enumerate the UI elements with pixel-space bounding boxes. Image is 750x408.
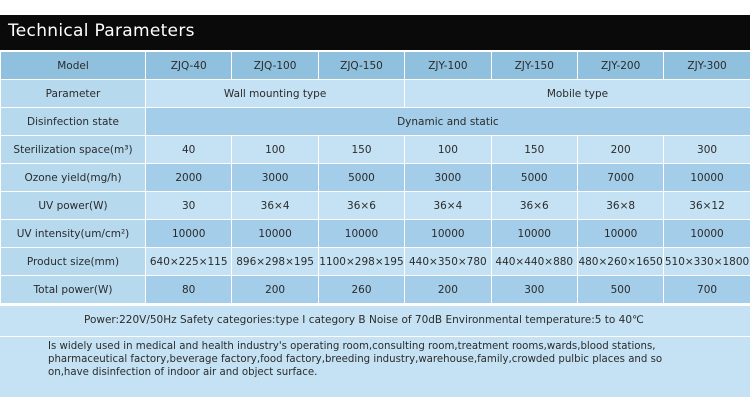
row-cell: 100	[231, 135, 319, 164]
usage-description: Is widely used in medical and health ind…	[0, 336, 750, 397]
page-title: Technical Parameters	[8, 21, 195, 41]
row-label: Product size(mm)	[0, 247, 146, 276]
uv-intensity-row: UV intensity(um/cm²) 10000 10000 10000 1…	[0, 219, 750, 248]
row-cell: 10000	[231, 219, 319, 248]
row-label: Total power(W)	[0, 275, 146, 304]
disinfection-row: Disinfection state Dynamic and static	[0, 107, 750, 136]
row-cell: 100	[404, 135, 492, 164]
disinfection-value: Dynamic and static	[145, 107, 750, 136]
row-cell: 3000	[231, 163, 319, 192]
mobile-type: Mobile type	[404, 79, 750, 108]
usage-text: Is widely used in medical and health ind…	[48, 341, 663, 379]
model-row: Model ZJQ-40 ZJQ-100 ZJQ-150 ZJY-100 ZJY…	[0, 51, 750, 80]
sterilization-row: Sterilization space(m³) 40 100 150 100 1…	[0, 135, 750, 164]
model-cell: ZJQ-40	[144, 51, 233, 80]
uv-power-row: UV power(W) 30 36×4 36×6 36×4 36×6 36×8 …	[0, 191, 750, 220]
parameter-label: Parameter	[0, 79, 146, 108]
row-cell: 30	[144, 191, 233, 220]
row-cell: 36×4	[231, 191, 319, 220]
product-size-row: Product size(mm) 640×225×115 896×298×195…	[0, 247, 750, 276]
row-cell: 500	[576, 275, 665, 304]
row-cell: 300	[663, 135, 750, 164]
model-label: Model	[0, 51, 146, 80]
title-bar: Technical Parameters	[0, 15, 750, 50]
model-cell: ZJY-200	[576, 51, 665, 80]
row-cell: 10000	[144, 219, 233, 248]
model-cell: ZJY-100	[404, 51, 492, 80]
row-label: UV power(W)	[0, 191, 146, 220]
row-cell: 5000	[490, 163, 578, 192]
row-cell: 7000	[576, 163, 665, 192]
total-power-row: Total power(W) 80 200 260 200 300 500 70…	[0, 275, 750, 304]
row-cell: 260	[317, 275, 406, 304]
row-cell: 36×6	[317, 191, 406, 220]
row-cell: 150	[317, 135, 406, 164]
row-label: UV intensity(um/cm²)	[0, 219, 146, 248]
row-cell: 2000	[144, 163, 233, 192]
row-cell: 10000	[663, 219, 750, 248]
row-cell: 440×350×780	[404, 247, 492, 276]
row-cell: 36×8	[576, 191, 665, 220]
row-cell: 1100×298×195	[317, 247, 406, 276]
row-label: Sterilization space(m³)	[0, 135, 146, 164]
row-cell: 10000	[490, 219, 578, 248]
row-cell: 80	[144, 275, 233, 304]
row-cell: 640×225×115	[144, 247, 233, 276]
row-cell: 200	[231, 275, 319, 304]
row-cell: 10000	[317, 219, 406, 248]
wall-mounting-type: Wall mounting type	[144, 79, 406, 108]
model-cell: ZJY-300	[663, 51, 750, 80]
row-cell: 5000	[317, 163, 406, 192]
row-cell: 10000	[576, 219, 665, 248]
row-cell: 896×298×195	[231, 247, 319, 276]
model-cell: ZJY-150	[490, 51, 578, 80]
row-cell: 10000	[663, 163, 750, 192]
parameters-table: Model ZJQ-40 ZJQ-100 ZJQ-150 ZJY-100 ZJY…	[0, 51, 750, 304]
row-cell: 36×12	[663, 191, 750, 220]
row-cell: 700	[663, 275, 750, 304]
row-cell: 510×330×1800	[663, 247, 750, 276]
ozone-row: Ozone yield(mg/h) 2000 3000 5000 3000 50…	[0, 163, 750, 192]
row-cell: 40	[144, 135, 233, 164]
power-specs-row: Power:220V/50Hz Safety categories:type I…	[0, 305, 750, 336]
parameter-row: Parameter Wall mounting type Mobile type	[0, 79, 750, 108]
row-cell: 200	[576, 135, 665, 164]
row-cell: 300	[490, 275, 578, 304]
row-cell: 150	[490, 135, 578, 164]
row-cell: 200	[404, 275, 492, 304]
row-label: Ozone yield(mg/h)	[0, 163, 146, 192]
row-cell: 480×260×1650	[576, 247, 665, 276]
row-cell: 36×6	[490, 191, 578, 220]
row-cell: 440×440×880	[490, 247, 578, 276]
power-specs-text: Power:220V/50Hz Safety categories:type I…	[84, 314, 644, 326]
model-cell: ZJQ-150	[317, 51, 406, 80]
row-cell: 10000	[404, 219, 492, 248]
row-cell: 3000	[404, 163, 492, 192]
disinfection-label: Disinfection state	[0, 107, 146, 136]
model-cell: ZJQ-100	[231, 51, 319, 80]
row-cell: 36×4	[404, 191, 492, 220]
